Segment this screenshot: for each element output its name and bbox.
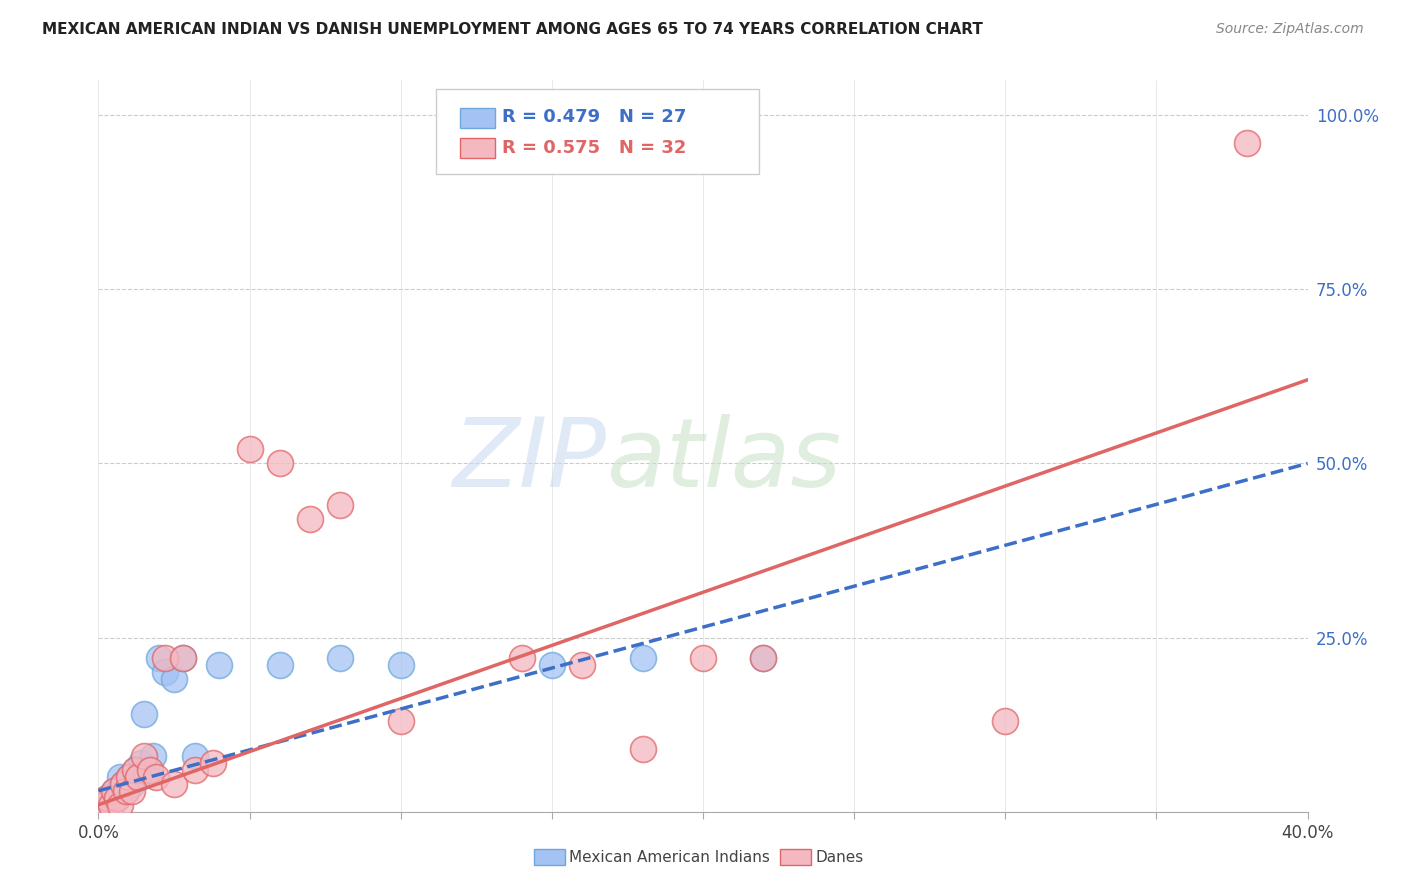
Text: R = 0.575   N = 32: R = 0.575 N = 32 xyxy=(502,139,686,157)
Point xyxy=(172,651,194,665)
Point xyxy=(142,749,165,764)
Text: ZIP: ZIP xyxy=(453,414,606,508)
Point xyxy=(631,651,654,665)
Point xyxy=(163,673,186,687)
Point xyxy=(100,797,122,812)
Point xyxy=(105,790,128,805)
Point xyxy=(93,797,115,812)
Text: Mexican American Indians: Mexican American Indians xyxy=(569,850,770,864)
Point xyxy=(127,770,149,784)
Point xyxy=(114,784,136,798)
Point xyxy=(124,763,146,777)
Point xyxy=(135,763,157,777)
Point xyxy=(108,770,131,784)
Point xyxy=(96,790,118,805)
Point xyxy=(329,651,352,665)
Point xyxy=(96,790,118,805)
Point xyxy=(208,658,231,673)
Point xyxy=(153,651,176,665)
Point xyxy=(121,777,143,791)
Point xyxy=(127,770,149,784)
Point xyxy=(153,665,176,680)
Point xyxy=(163,777,186,791)
Point xyxy=(184,763,207,777)
Point xyxy=(540,658,562,673)
Point xyxy=(299,512,322,526)
Point xyxy=(139,763,162,777)
Point xyxy=(145,770,167,784)
Point xyxy=(129,756,152,770)
Point xyxy=(105,790,128,805)
Text: R = 0.479   N = 27: R = 0.479 N = 27 xyxy=(502,108,686,126)
Point xyxy=(121,784,143,798)
Text: atlas: atlas xyxy=(606,414,841,508)
Point xyxy=(752,651,775,665)
Point xyxy=(994,714,1017,728)
Point xyxy=(118,770,141,784)
Point xyxy=(100,797,122,812)
Point xyxy=(239,442,262,457)
Point xyxy=(631,742,654,756)
Point xyxy=(114,784,136,798)
Point xyxy=(329,498,352,512)
Point xyxy=(118,770,141,784)
Point xyxy=(103,784,125,798)
Text: Danes: Danes xyxy=(815,850,863,864)
Point xyxy=(269,457,291,471)
Point xyxy=(124,763,146,777)
Point xyxy=(692,651,714,665)
Point xyxy=(132,707,155,722)
Point xyxy=(571,658,593,673)
Point xyxy=(108,797,131,812)
Point xyxy=(389,714,412,728)
Point xyxy=(1236,136,1258,150)
Point xyxy=(269,658,291,673)
Point xyxy=(184,749,207,764)
Point xyxy=(111,777,134,791)
Point xyxy=(389,658,412,673)
Point xyxy=(111,777,134,791)
Point xyxy=(510,651,533,665)
Point xyxy=(148,651,170,665)
Point xyxy=(172,651,194,665)
Text: Source: ZipAtlas.com: Source: ZipAtlas.com xyxy=(1216,22,1364,37)
Point xyxy=(202,756,225,770)
Point xyxy=(103,784,125,798)
Point xyxy=(752,651,775,665)
Text: MEXICAN AMERICAN INDIAN VS DANISH UNEMPLOYMENT AMONG AGES 65 TO 74 YEARS CORRELA: MEXICAN AMERICAN INDIAN VS DANISH UNEMPL… xyxy=(42,22,983,37)
Point xyxy=(132,749,155,764)
